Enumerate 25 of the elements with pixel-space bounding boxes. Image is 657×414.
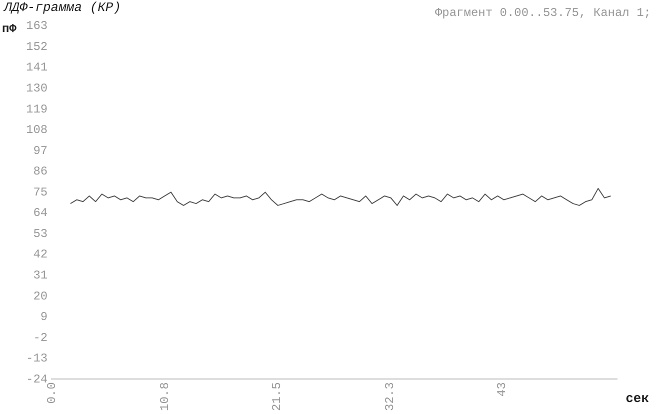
- x-tick-label: 32.3: [382, 382, 397, 412]
- y-tick-label: 42: [33, 248, 48, 262]
- y-tick-label: 64: [33, 206, 48, 220]
- y-tick-label: -2: [33, 330, 48, 345]
- y-tick-label: 108: [26, 123, 48, 138]
- x-tick-label: 10.8: [158, 382, 172, 412]
- y-tick-label: 86: [33, 164, 48, 179]
- y-tick-label: -13: [26, 352, 48, 366]
- x-tick-label: 21.5: [270, 382, 284, 412]
- y-tick-label: 163: [26, 19, 48, 34]
- chart-title: ЛДФ-грамма (КР): [4, 0, 122, 15]
- y-tick-label: 119: [26, 102, 48, 116]
- x-axis-title: сек: [626, 391, 649, 406]
- y-tick-label: 9: [40, 310, 48, 324]
- y-tick-label: 31: [33, 268, 48, 282]
- text: Фрагмент 0.00..53.75, Канал 1;: [434, 6, 651, 20]
- y-tick-label: 53: [33, 226, 48, 241]
- y-axis-title: пФ: [2, 22, 16, 36]
- y-tick-label: 97: [33, 144, 48, 158]
- y-tick-label: 141: [26, 60, 48, 75]
- y-tick-label: 130: [26, 82, 48, 96]
- y-tick-label: 20: [33, 289, 48, 304]
- y-tick-label: 152: [26, 40, 48, 54]
- x-tick-label: 43: [495, 382, 509, 397]
- y-tick-label: 75: [33, 185, 48, 200]
